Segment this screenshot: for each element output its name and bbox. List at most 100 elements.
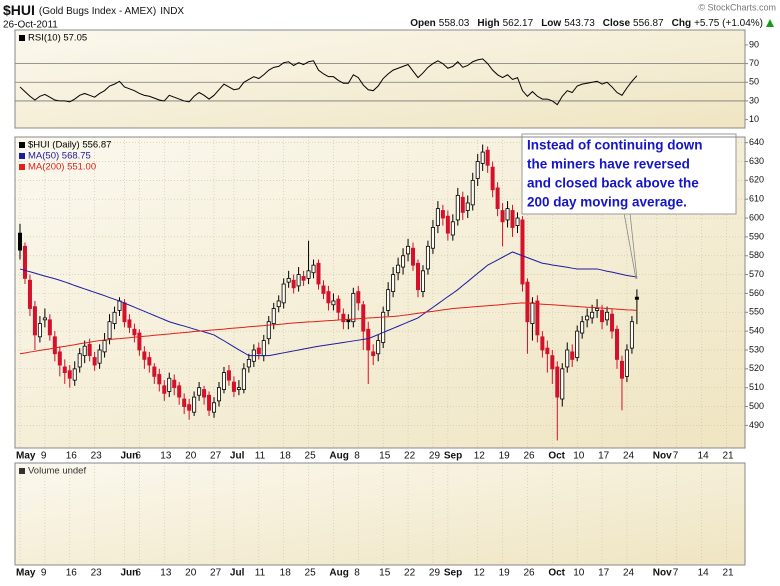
candle-body [371, 351, 376, 357]
candle-body [411, 247, 416, 266]
x-tick-label: 11 [255, 568, 266, 579]
candle-body [22, 245, 27, 279]
candle-body [430, 227, 435, 249]
x-tick-label: Oct [548, 451, 565, 462]
candle-body [256, 347, 261, 355]
x-tick-label: 10 [573, 451, 585, 462]
candle-body [530, 302, 535, 325]
y-tick-label: 590 [749, 231, 764, 241]
panel-background [15, 30, 745, 128]
y-tick-label: 560 [749, 288, 764, 298]
candle-body [575, 330, 580, 358]
candle-body [316, 262, 321, 285]
candle-body [202, 389, 207, 398]
candle-body [565, 349, 570, 368]
y-tick-label: 550 [749, 307, 764, 317]
y-tick-label: 30 [749, 95, 759, 105]
quote-label: Chg [672, 18, 691, 29]
x-tick-label: Jul [230, 451, 245, 462]
candle-body [415, 262, 420, 291]
candle-body [634, 296, 639, 300]
legend-swatch [19, 142, 25, 148]
quote-value: 558.03 [439, 18, 470, 29]
x-tick-label: 23 [91, 568, 103, 579]
candle-body [261, 340, 266, 357]
panel-frame [14, 136, 746, 449]
x-tick-label: 9 [41, 568, 47, 579]
moving-average-line [19, 251, 637, 357]
x-tick-label: 26 [523, 451, 535, 462]
candle-body [27, 279, 32, 309]
candle-body [485, 149, 490, 166]
candle-body [580, 321, 585, 334]
quote-label: Open [410, 18, 436, 29]
y-tick-label: 530 [749, 344, 764, 354]
candle-body [157, 374, 162, 385]
x-tick-label: Nov [653, 451, 672, 462]
annotation-pointer [623, 212, 638, 280]
y-tick-label: 580 [749, 250, 764, 260]
x-tick-label: 8 [354, 568, 360, 579]
candle-body [331, 300, 336, 306]
candle-body [17, 232, 22, 251]
candle-body [341, 313, 346, 323]
candle-body [197, 387, 202, 396]
panel-frame [14, 29, 746, 129]
candle-body [142, 351, 147, 360]
legend-label: MA(200) 551.00 [28, 162, 96, 173]
credit: © StockCharts.com [698, 2, 776, 12]
quote-value: 562.17 [503, 18, 534, 29]
candle-body [346, 319, 351, 323]
x-tick-label: 17 [598, 568, 610, 579]
x-tick-label: 25 [305, 568, 317, 579]
candle-body [82, 345, 87, 357]
x-tick-label: 25 [305, 451, 317, 462]
candle-body [570, 351, 575, 360]
candle-body [381, 311, 386, 343]
candle-body [52, 336, 57, 355]
panel-frame [14, 462, 746, 566]
candle-body [246, 359, 251, 368]
moving-average-line [19, 302, 637, 355]
candle-body [460, 196, 465, 213]
x-tick-label: 18 [280, 568, 292, 579]
x-tick-label: Jun [120, 568, 138, 579]
candle-body [624, 349, 629, 377]
candle-body [510, 210, 515, 228]
candle-body [595, 308, 600, 311]
legend-label: RSI(10) 57.05 [28, 33, 87, 44]
x-tick-label: 19 [499, 568, 511, 579]
x-tick-label: 12 [474, 568, 486, 579]
candle-body [231, 381, 236, 392]
candle-body [550, 355, 555, 370]
candle-body [137, 332, 142, 351]
chart-title: $HUI (Gold Bugs Index - AMEX) INDX [3, 2, 184, 18]
y-tick-label: 600 [749, 212, 764, 222]
candle-body [92, 357, 97, 366]
candle-body [420, 270, 425, 292]
candle-body [42, 317, 47, 321]
y-tick-label: 620 [749, 175, 764, 185]
candle-body [619, 360, 624, 379]
x-tick-label: 23 [91, 451, 103, 462]
y-tick-label: 500 [749, 401, 764, 411]
candle-body [391, 274, 396, 292]
x-tick-label: 11 [255, 451, 266, 462]
candle-body [535, 300, 540, 336]
candle-body [440, 210, 445, 219]
rsi-line [19, 58, 638, 106]
x-tick-label: 27 [210, 451, 222, 462]
candle-body [112, 311, 117, 325]
y-tick-label: 90 [749, 39, 759, 49]
candle-body [560, 368, 565, 400]
y-tick-label: 70 [749, 58, 759, 68]
candle-body [455, 195, 460, 221]
candle-body [122, 302, 127, 323]
x-tick-label: Sep [444, 568, 462, 579]
x-tick-label: 24 [623, 568, 635, 579]
candle-body [480, 151, 485, 164]
candle-body [406, 245, 411, 255]
x-tick-label: 6 [135, 451, 141, 462]
candle-body [271, 308, 276, 324]
